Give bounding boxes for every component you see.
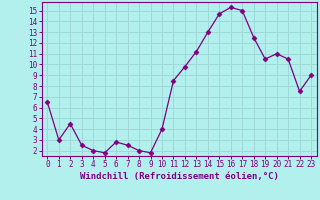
X-axis label: Windchill (Refroidissement éolien,°C): Windchill (Refroidissement éolien,°C) (80, 172, 279, 181)
